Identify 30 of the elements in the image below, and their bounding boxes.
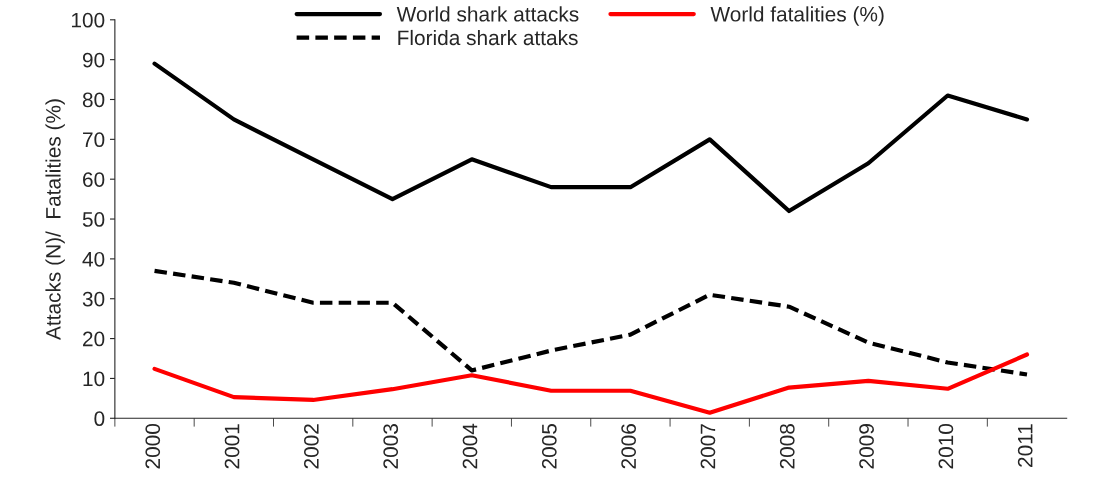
legend-label: World shark attacks (396, 6, 579, 22)
y-tick-label: 90 (82, 52, 105, 68)
y-axis-title: Attacks (N)/ Fatalities (%) (45, 99, 65, 340)
x-tick-label: 2009 (859, 424, 874, 469)
x-tick-label: 2003 (383, 424, 399, 469)
x-tick-label: 2002 (304, 424, 319, 469)
y-tick-label: 20 (83, 331, 105, 347)
y-tick-label: 40 (82, 251, 105, 267)
x-tick-label: 2007 (700, 424, 716, 469)
line-series (152, 268, 1030, 377)
y-tick-label: 30 (82, 291, 105, 307)
x-tick-label: 2000 (145, 423, 161, 469)
y-tick-label: 60 (83, 172, 105, 187)
y-tick-label: 100 (71, 12, 105, 28)
y-tick-label: 50 (82, 212, 105, 227)
legend-label: Florida shark attaks (398, 29, 578, 46)
y-tick-label: 10 (83, 371, 105, 387)
line-series (152, 352, 1030, 415)
x-tick-label: 2004 (462, 423, 478, 469)
x-tick-label: 2001 (224, 424, 240, 469)
x-tick-label: 2005 (541, 424, 557, 469)
x-tick-label: 2008 (779, 424, 795, 469)
line-series (152, 61, 1030, 214)
y-tick-label: 0 (94, 411, 105, 427)
x-tick-label: 2011 (1017, 424, 1033, 467)
y-tick-label: 80 (82, 92, 105, 108)
y-tick-label: 70 (83, 132, 105, 148)
x-tick-label: 2006 (621, 424, 637, 469)
x-tick-label: 2010 (938, 423, 954, 469)
legend-label: World fatalities (%) (710, 6, 884, 26)
